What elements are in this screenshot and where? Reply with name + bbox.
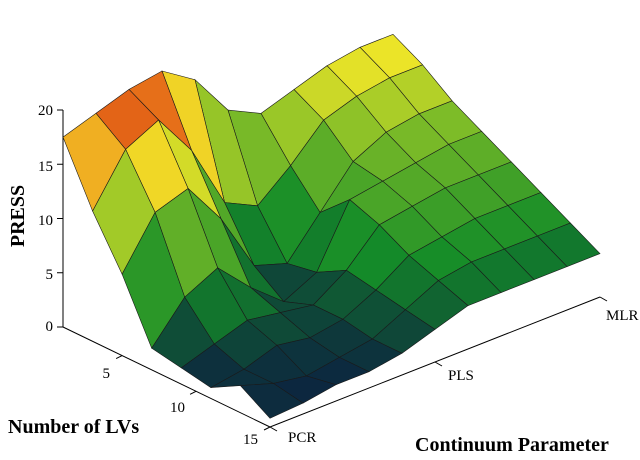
press-surface <box>62 33 601 419</box>
lv-tick-label: 5 <box>103 366 111 382</box>
lv-tick-label: 15 <box>243 432 258 448</box>
lv-axis-label: Number of LVs <box>8 416 139 438</box>
param-tick-mark <box>599 296 608 302</box>
z-axis-label: PRESS <box>7 185 29 247</box>
param-tick-mark <box>434 361 443 367</box>
z-tick-label: 10 <box>38 213 53 229</box>
z-tick-label: 20 <box>38 103 53 119</box>
param-tick-label: PCR <box>288 430 316 446</box>
param-tick-label: PLS <box>448 368 474 384</box>
lv-tick-mark <box>189 390 197 395</box>
param-tick-mark <box>269 426 278 432</box>
z-tick-label: 0 <box>46 319 54 335</box>
surface-patch <box>239 383 304 419</box>
tick-marks <box>57 109 608 432</box>
z-tick-label: 5 <box>46 267 54 283</box>
lv-tick-label: 10 <box>170 400 185 416</box>
lv-tick-mark <box>115 355 123 360</box>
param-tick-label: MLR <box>606 308 639 324</box>
z-tick-label: 15 <box>38 159 53 175</box>
lv-axis-line <box>62 326 271 428</box>
param-axis-label: Continuum Parameter <box>415 434 609 456</box>
lv-tick-mark <box>263 426 271 431</box>
